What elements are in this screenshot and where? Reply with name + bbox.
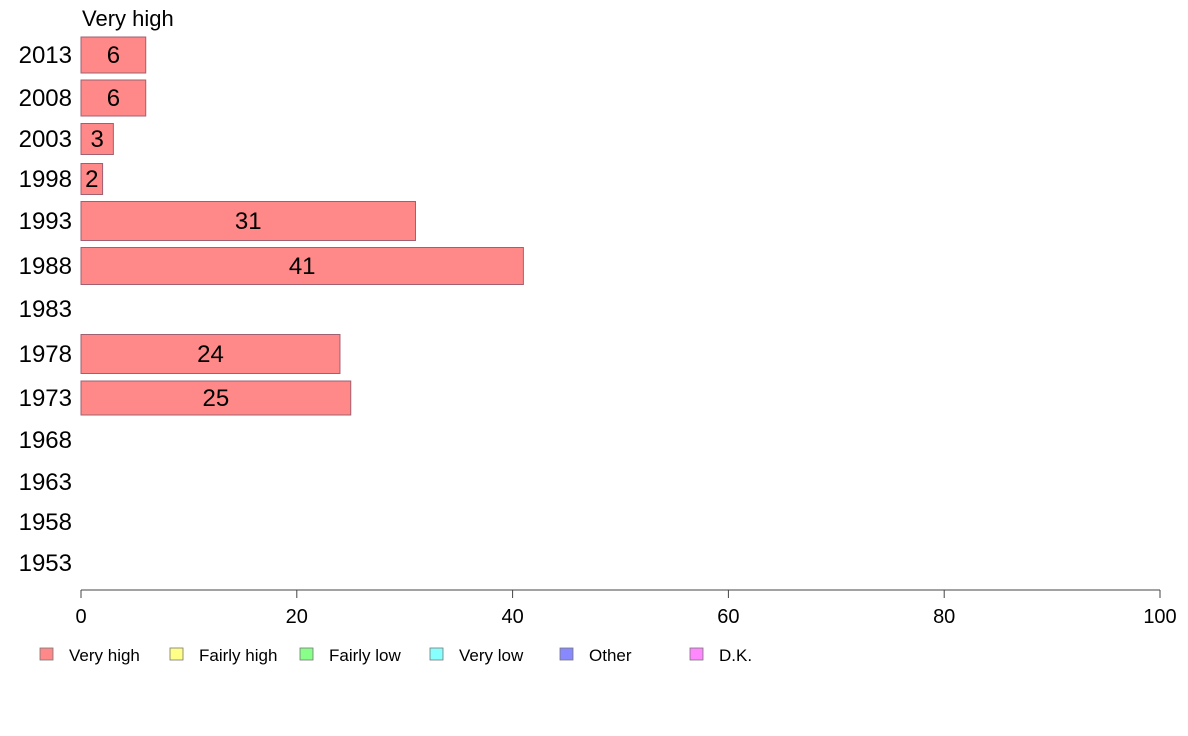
category-label: 2008	[19, 85, 72, 112]
bar	[80, 163, 104, 195]
bar	[80, 79, 147, 117]
legend-label: Very high	[69, 646, 140, 665]
bar	[80, 380, 352, 416]
category-labels: 2013 2008 2003 1998 1993 1988 1983 1978 1973 1968…	[19, 42, 72, 577]
legend-label: D.K.	[719, 646, 752, 665]
category-label: 2013	[19, 42, 72, 69]
legend-label: Very low	[459, 646, 524, 665]
legend-swatch	[559, 647, 574, 661]
x-tick-label: 60	[717, 606, 739, 628]
category-label: 1953	[19, 550, 72, 577]
category-label: 1963	[19, 469, 72, 496]
category-label: 1973	[19, 385, 72, 412]
bar	[80, 36, 147, 74]
category-label: 1998	[19, 166, 72, 193]
category-label: 2003	[19, 126, 72, 153]
legend-label: Fairly high	[199, 646, 277, 665]
bar	[80, 201, 416, 241]
bar-value-label: 3	[91, 126, 104, 153]
bar	[80, 334, 341, 374]
category-label: 1978	[19, 341, 72, 368]
bar-value-label: 25	[203, 385, 230, 412]
category-label: 1968	[19, 427, 72, 454]
category-label: 1983	[19, 296, 72, 323]
legend-swatch	[689, 647, 704, 661]
x-tick-label: 20	[286, 606, 308, 628]
x-tick-label: 100	[1143, 606, 1176, 628]
bar-value-label: 2	[85, 166, 98, 193]
bar	[80, 123, 114, 155]
x-axis: 0 20 40 60 80 100	[75, 589, 1177, 628]
legend-swatch	[169, 647, 184, 661]
bar-value-label: 24	[197, 341, 224, 368]
x-tick-label: 40	[501, 606, 523, 628]
legend: Very high Fairly high Fairly low Very low Ot…	[39, 646, 752, 665]
panel-title: Very high	[82, 6, 174, 31]
bar-value-label: 41	[289, 253, 316, 280]
x-tick-label: 80	[933, 606, 955, 628]
legend-label: Other	[589, 646, 632, 665]
legend-label: Fairly low	[329, 646, 402, 665]
legend-swatch	[39, 647, 54, 661]
legend-swatch	[429, 647, 444, 661]
legend-swatch	[299, 647, 314, 661]
bar-value-label: 31	[235, 208, 262, 235]
bar	[80, 247, 524, 285]
category-label: 1988	[19, 253, 72, 280]
bar-value-label: 6	[107, 42, 120, 69]
category-label: 1958	[19, 509, 72, 536]
category-label: 1993	[19, 208, 72, 235]
bars	[80, 36, 524, 416]
x-tick-label: 0	[75, 606, 86, 628]
bar-value-label: 6	[107, 85, 120, 112]
